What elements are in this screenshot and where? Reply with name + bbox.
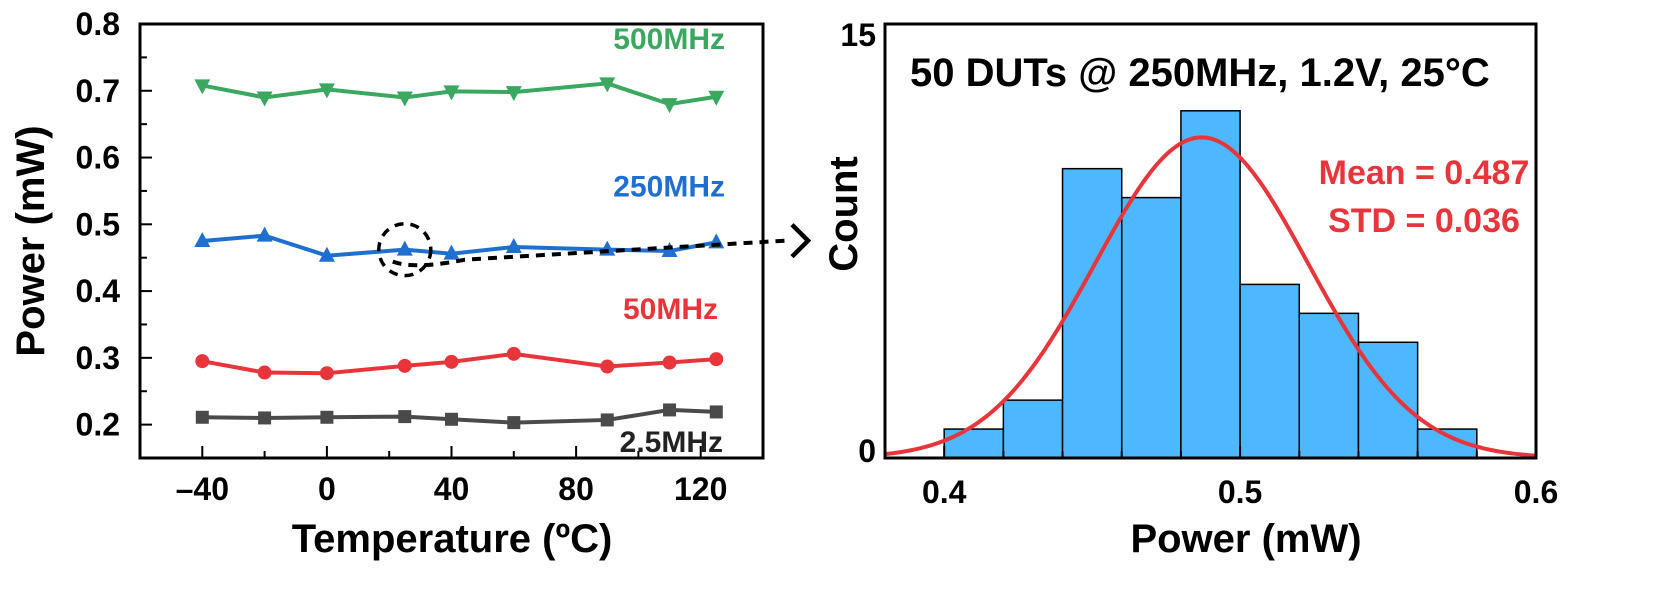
callout-arrow-line xyxy=(392,238,786,268)
data-point-50MHz xyxy=(397,358,412,373)
data-point-50MHz xyxy=(600,359,615,374)
left-y-tick-label: 0.7 xyxy=(76,73,120,109)
data-point-2.5MHz xyxy=(195,410,209,424)
histogram-bar xyxy=(1002,399,1064,459)
left-x-axis-title: Temperature (ºC) xyxy=(292,517,613,561)
histogram-bar xyxy=(1180,110,1241,459)
power-vs-temperature-chart: –40 0 40 80 120 0.2 0.3 0.4 0.5 0.6 0.7 0.8 500MHz 2… xyxy=(9,6,812,561)
data-point-2.5MHz xyxy=(709,405,723,419)
data-point-2.5MHz xyxy=(663,403,677,417)
data-point-500MHz xyxy=(505,86,522,102)
right-y-tick-label: 15 xyxy=(840,17,876,53)
series-line-2.5MHz xyxy=(202,407,717,425)
data-point-500MHz xyxy=(708,90,725,106)
left-x-tick-label: 40 xyxy=(434,471,470,507)
data-point-250MHz xyxy=(443,244,460,260)
right-x-axis-title: Power (mW) xyxy=(1130,517,1361,561)
power-histogram-chart: 0.4 0.5 0.6 0 15 50 DUTs @ 250MHz, 1.2V, 25°… xyxy=(822,17,1558,561)
data-point-50MHz xyxy=(195,354,210,369)
data-point-2.5MHz xyxy=(398,410,412,424)
left-y-tick-label: 0.8 xyxy=(76,6,120,42)
data-point-250MHz xyxy=(505,238,522,254)
data-point-250MHz xyxy=(396,240,413,256)
histogram-bar xyxy=(1239,283,1301,459)
left-y-tick-label: 0.5 xyxy=(76,206,120,242)
dashed-callout xyxy=(377,221,812,278)
right-x-tick-label: 0.5 xyxy=(1218,474,1262,510)
data-point-500MHz xyxy=(194,79,211,95)
histogram-std-text: STD = 0.036 xyxy=(1328,202,1520,240)
histogram-bar xyxy=(1061,167,1123,459)
data-point-50MHz xyxy=(662,355,677,370)
left-y-tick-label: 0.4 xyxy=(76,273,121,309)
histogram-bar xyxy=(1120,196,1182,459)
left-x-tick-label: 80 xyxy=(558,471,594,507)
series-label-250MHz: 250MHz xyxy=(613,170,725,203)
left-x-tick-label: 0 xyxy=(318,471,336,507)
left-y-tick-label: 0.6 xyxy=(76,140,120,176)
right-axis-ticks: 0.4 0.5 0.6 0 15 xyxy=(840,17,1558,510)
data-point-500MHz xyxy=(599,77,616,93)
data-point-2.5MHz xyxy=(507,416,521,430)
data-point-500MHz xyxy=(318,83,335,99)
callout-arrow-head xyxy=(790,223,812,259)
data-point-500MHz xyxy=(661,98,678,114)
data-point-2.5MHz xyxy=(320,410,334,424)
right-y-tick-label: 0 xyxy=(858,433,876,469)
right-x-tick-label: 0.6 xyxy=(1514,474,1558,510)
left-x-tick-label: –40 xyxy=(176,471,229,507)
left-y-tick-label: 0.3 xyxy=(76,340,120,376)
data-point-50MHz xyxy=(257,365,272,380)
data-point-2.5MHz xyxy=(600,413,614,427)
series-label-500MHz: 500MHz xyxy=(613,23,725,56)
left-series-group xyxy=(194,77,725,430)
data-point-500MHz xyxy=(396,91,413,107)
data-point-50MHz xyxy=(709,352,724,367)
series-line-250MHz xyxy=(202,233,717,258)
normal-fit-curve xyxy=(884,135,1537,458)
data-point-250MHz xyxy=(256,226,273,242)
series-line-50MHz xyxy=(201,351,717,376)
histogram-bar xyxy=(943,428,1005,459)
left-y-tick-label: 0.2 xyxy=(76,407,120,443)
left-y-axis-title: Power (mW) xyxy=(9,125,53,356)
data-point-50MHz xyxy=(444,354,459,369)
data-point-250MHz xyxy=(318,246,335,262)
right-plot-frame xyxy=(883,22,1538,460)
data-point-2.5MHz xyxy=(445,412,458,426)
series-line-500MHz xyxy=(201,81,717,107)
series-label-50MHz: 50MHz xyxy=(623,293,718,326)
histogram-mean-text: Mean = 0.487 xyxy=(1319,154,1530,192)
data-point-2.5MHz xyxy=(258,411,272,425)
callout-circle xyxy=(377,221,433,278)
histogram-title: 50 DUTs @ 250MHz, 1.2V, 25°C xyxy=(910,51,1490,95)
data-point-500MHz xyxy=(443,85,460,101)
data-point-50MHz xyxy=(319,366,334,381)
right-y-axis-title: Count xyxy=(822,156,866,272)
data-point-50MHz xyxy=(506,346,521,361)
normal-fit-line xyxy=(884,135,1537,458)
data-point-500MHz xyxy=(256,91,273,107)
right-x-tick-label: 0.4 xyxy=(922,474,967,510)
left-series-labels: 500MHz 250MHz 50MHz 2.5MHz xyxy=(613,23,725,459)
series-label-2.5MHz: 2.5MHz xyxy=(620,426,723,459)
data-point-250MHz xyxy=(194,232,211,247)
left-axis-ticks: –40 0 40 80 120 0.2 0.3 0.4 0.5 0.6 0.7 0.8 xyxy=(76,6,764,507)
left-x-tick-label: 120 xyxy=(674,471,727,507)
